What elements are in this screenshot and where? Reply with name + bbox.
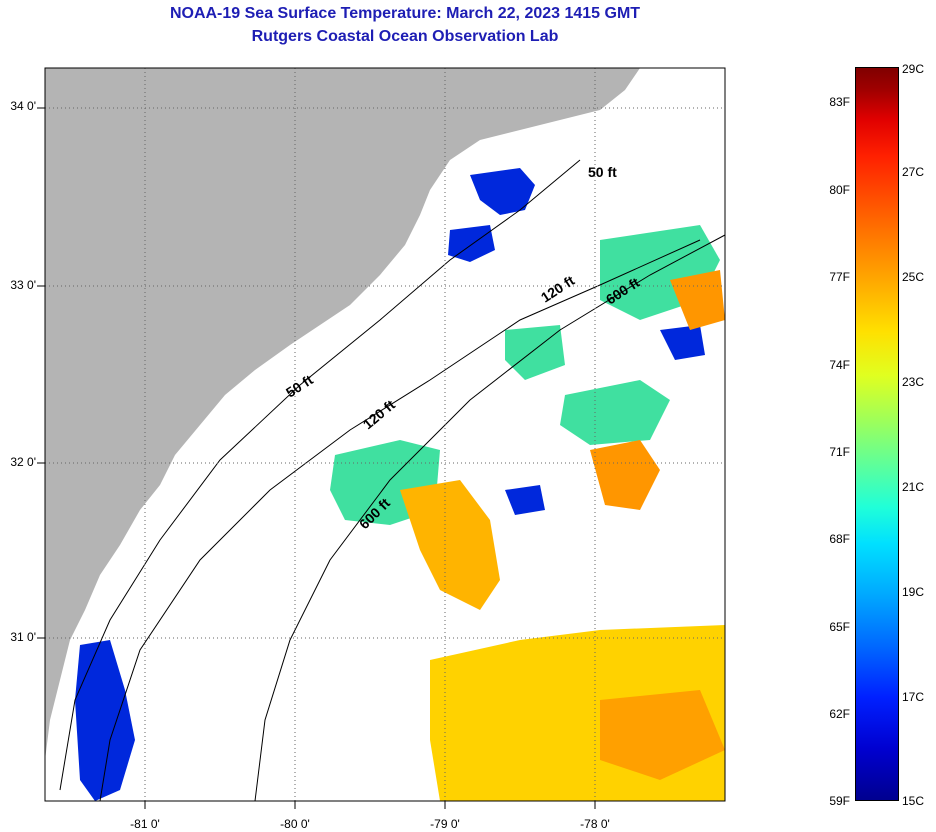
lat-label-34: 34 0' [10, 99, 36, 113]
colorbar-f-65: 65F [829, 620, 850, 634]
colorbar-f-59: 59F [829, 794, 850, 808]
temperature-colorbar [855, 67, 899, 801]
isobath-label-50ft-north: 50 ft [588, 164, 617, 180]
colorbar-c-23: 23C [902, 375, 925, 389]
colorbar-c-21: 21C [902, 480, 925, 494]
colorbar-f-71: 71F [829, 445, 850, 459]
colorbar-f-83: 83F [829, 95, 850, 109]
lon-label-80: -80 0' [280, 817, 310, 831]
colorbar-f-77: 77F [829, 270, 850, 284]
colorbar-c-17: 17C [902, 690, 925, 704]
colorbar-c-19: 19C [902, 585, 925, 599]
colorbar-c-25: 25C [902, 270, 925, 284]
colorbar-c-29: 29C [902, 62, 925, 76]
colorbar-f-62: 62F [829, 707, 850, 721]
warm-water-patches [400, 270, 725, 801]
land-mass [45, 68, 640, 801]
colorbar-f-80: 80F [829, 183, 850, 197]
colorbar-f-68: 68F [829, 532, 850, 546]
lat-label-32: 32 0' [10, 455, 36, 469]
colorbar-c-15: 15C [902, 794, 925, 808]
lon-label-79: -79 0' [430, 817, 460, 831]
graticule [45, 68, 725, 801]
map-subtitle: Rutgers Coastal Ocean Observation Lab [251, 28, 559, 45]
axis-ticks [37, 107, 596, 809]
lat-label-33: 33 0' [10, 278, 36, 292]
lon-label-81: -81 0' [130, 817, 160, 831]
lon-label-78: -78 0' [580, 817, 610, 831]
map-title: NOAA-19 Sea Surface Temperature: March 2… [169, 5, 641, 22]
colorbar-f-74: 74F [829, 358, 850, 372]
colorbar-c-27: 27C [902, 165, 925, 179]
isobath-lines [59, 159, 725, 801]
lat-label-31: 31 0' [10, 630, 36, 644]
map-frame [44, 67, 726, 802]
